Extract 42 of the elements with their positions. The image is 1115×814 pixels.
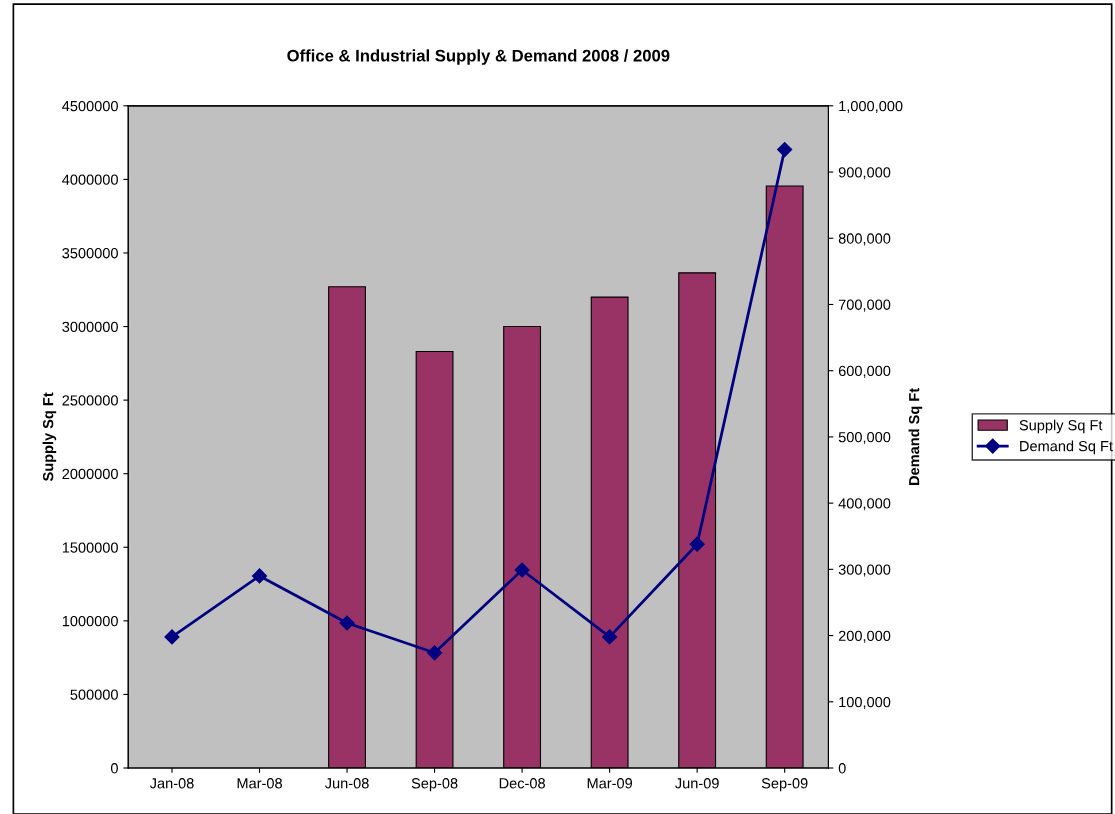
x-tick-label: Sep-09 bbox=[761, 778, 808, 792]
x-tick-label: Jun-09 bbox=[675, 778, 719, 789]
point bbox=[777, 141, 793, 158]
point bbox=[427, 645, 443, 661]
y2-tick-label: 300,000 bbox=[838, 564, 891, 577]
x-tick-label: Mar-08 bbox=[237, 778, 282, 789]
y-tick-label: 4000000 bbox=[62, 174, 118, 185]
y-tick-label: 1000000 bbox=[62, 615, 118, 627]
y2-tick-label: 500,000 bbox=[838, 432, 891, 445]
y2-tick-label: 800,000 bbox=[838, 233, 891, 246]
y2-tick-label: 1,000,000 bbox=[839, 100, 903, 113]
chart-title: Office & Industrial Supply & Demand 2008 / 2009 bbox=[287, 49, 670, 65]
y2-tick-label: 100,000 bbox=[839, 696, 891, 709]
x-tick-label: Dec-08 bbox=[499, 778, 545, 789]
y-axis-title: Supply Sq Ft bbox=[42, 392, 57, 482]
y-tick-label: 500000 bbox=[70, 689, 118, 700]
y2-tick-label: 900,000 bbox=[838, 167, 891, 180]
y2-tick-label: 0 bbox=[838, 763, 846, 774]
legend-label: Supply Sq Ft bbox=[1019, 419, 1103, 434]
y-tick-label: 3500000 bbox=[62, 248, 118, 259]
y-tick-label: 4500000 bbox=[62, 100, 118, 112]
y-tick-label: 2000000 bbox=[62, 468, 118, 480]
y2-tick-label: 200,000 bbox=[838, 630, 891, 643]
point bbox=[251, 568, 268, 584]
y-tick-label: 2500000 bbox=[62, 395, 118, 406]
y2-tick-label: 600,000 bbox=[838, 365, 891, 378]
x-tick-label: Jun-08 bbox=[324, 778, 369, 789]
point bbox=[514, 562, 530, 578]
point bbox=[164, 629, 180, 645]
y-tick-label: 3000000 bbox=[62, 321, 118, 332]
point bbox=[689, 536, 705, 552]
y-tick-label: 1500000 bbox=[62, 542, 118, 553]
point bbox=[339, 615, 355, 631]
x-tick-label: Jan-08 bbox=[149, 778, 194, 789]
y-tick-label: 0 bbox=[110, 763, 118, 774]
y2-axis-title: Demand Sq Ft bbox=[908, 388, 923, 485]
x-tick-label: Sep-08 bbox=[411, 778, 458, 792]
y2-tick-label: 700,000 bbox=[838, 299, 891, 312]
point bbox=[602, 629, 618, 645]
x-tick-label: Mar-09 bbox=[587, 778, 633, 789]
y2-tick-label: 400,000 bbox=[838, 498, 891, 511]
legend-label: Demand Sq Ft bbox=[1020, 440, 1113, 455]
